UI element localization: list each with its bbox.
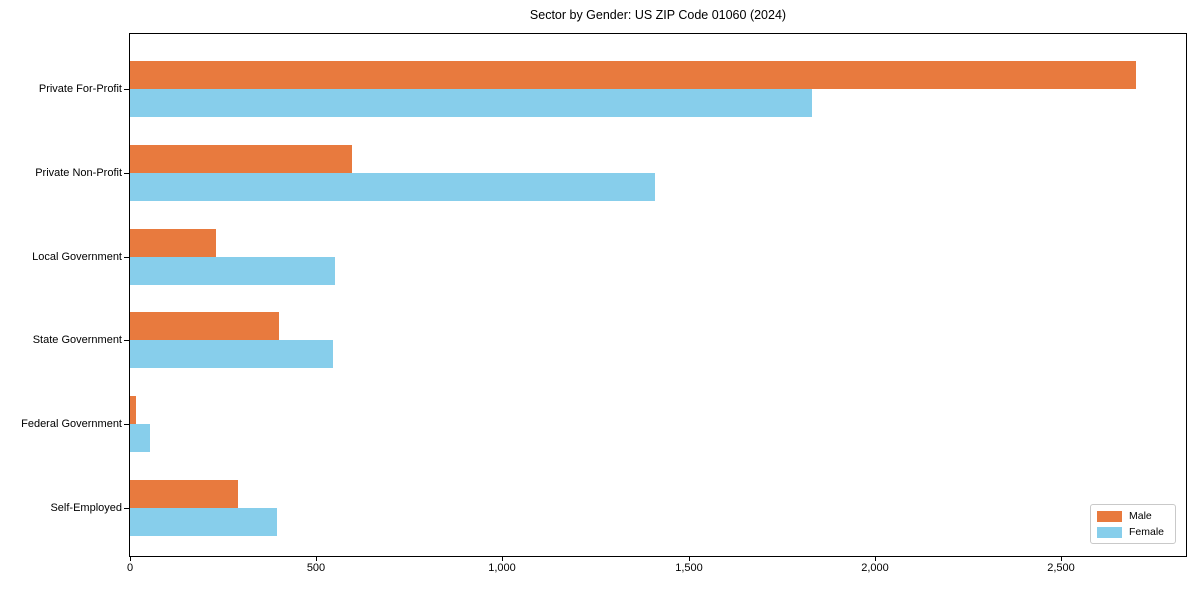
legend-item-male: Male: [1097, 510, 1169, 522]
x-tick-mark: [130, 557, 131, 561]
legend-swatch-male: [1097, 510, 1122, 522]
legend-item-female: Female: [1097, 526, 1169, 538]
x-tick-mark: [316, 557, 317, 561]
y-tick-label-federal-government: Federal Government: [21, 418, 122, 431]
chart-title: Sector by Gender: US ZIP Code 01060 (202…: [529, 8, 787, 22]
x-tick-mark: [1061, 557, 1062, 561]
x-tick-label-1500: 1,500: [675, 562, 703, 574]
x-tick-mark: [875, 557, 876, 561]
y-tick-label-self-employed: Self-Employed: [50, 502, 122, 514]
x-tick-label-500: 500: [306, 562, 326, 574]
legend: Male Female: [1090, 504, 1176, 544]
x-tick-label-0: 0: [126, 562, 134, 574]
plot-area: [129, 33, 1187, 557]
y-tick-label-state-government: State Government: [32, 334, 122, 347]
x-tick-mark: [689, 557, 690, 561]
y-tick-label-private-for-profit: Private For-Profit: [38, 83, 122, 95]
x-tick-label-2000: 2,000: [861, 562, 889, 574]
legend-label-female: Female: [1129, 526, 1165, 538]
y-tick-label-local-government: Local Government: [32, 250, 122, 263]
legend-label-male: Male: [1129, 510, 1152, 522]
legend-swatch-female: [1097, 526, 1122, 538]
x-tick-label-1000: 1,000: [488, 562, 516, 574]
x-tick-mark: [502, 557, 503, 561]
x-tick-label-2500: 2,500: [1047, 562, 1075, 574]
y-tick-label-private-non-profit: Private Non-Profit: [35, 166, 122, 179]
